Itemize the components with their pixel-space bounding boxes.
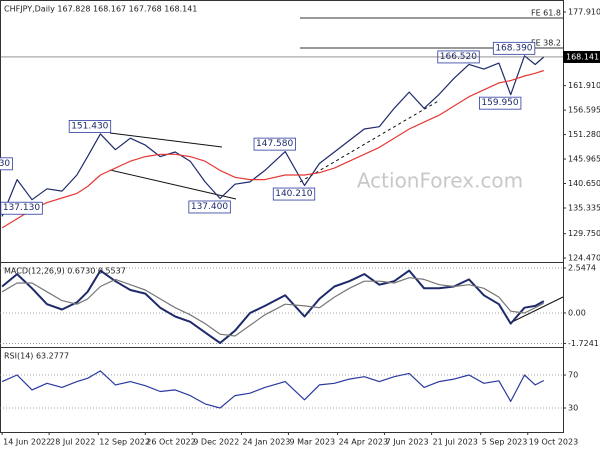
annotation: 147.580: [253, 137, 296, 151]
x-tick-label: 24 Apr 2023: [339, 438, 388, 447]
y-tick-label: 151.280: [568, 130, 600, 139]
y-tick-label: 0.00: [568, 308, 586, 317]
series-line: [1, 277, 545, 337]
annotation-label: 151.430: [71, 121, 108, 131]
x-tick-label: 9 Mar 2023: [289, 438, 335, 447]
x-tick-label: 26 Oct 2022: [146, 438, 195, 447]
y-tick-label: 135.335: [568, 203, 600, 212]
x-tick-label: 5 Sep 2023: [482, 438, 528, 447]
panel-title: MACD(12,26,9) 0.6730 0.5537: [4, 267, 126, 276]
x-tick-label: 21 Jul 2023: [433, 438, 478, 447]
annotation: 168.390: [492, 41, 536, 55]
annotation-label: 159.950: [481, 98, 518, 108]
y-tick-label: 177.910: [568, 8, 600, 17]
annotation: 151.430: [68, 119, 112, 133]
panel-title: RSI(14) 63.2777: [4, 352, 69, 361]
annotation: 30: [0, 157, 13, 171]
annotation-box: [272, 187, 316, 201]
x-tick-label: 9 Dec 2022: [193, 438, 239, 447]
macd-trend-line: [511, 296, 564, 323]
x-tick-label: 28 Jul 2022: [50, 438, 95, 447]
series-line: [1, 55, 545, 217]
y-tick-label: 124.470: [568, 253, 600, 262]
annotation: 159.950: [479, 96, 522, 110]
x-tick-label: 12 Sep 2022: [99, 438, 150, 447]
y-tick-label: 30: [568, 404, 578, 413]
watermark: ActionForex.com: [357, 169, 523, 193]
annotation-box: [479, 96, 522, 110]
y-tick-label: 129.750: [568, 229, 600, 238]
last-price-box: [563, 50, 600, 63]
annotation: 140.210: [272, 187, 316, 201]
annotation-label: 30: [0, 159, 10, 169]
last-price-label: 168.141: [566, 52, 599, 61]
annotation-box: [68, 119, 112, 133]
annotation-box: [0, 157, 13, 171]
channel-lines: [109, 99, 564, 323]
panel-title: CHFJPY,Daily 167.828 168.167 167.768 168…: [4, 5, 197, 14]
y-tick-label: 140.650: [568, 179, 600, 188]
annotation: 137.130: [0, 201, 43, 215]
annotation-label: 168.390: [495, 43, 532, 53]
y-tick-label: 161.910: [568, 81, 600, 90]
y-tick-label: -1.7241: [568, 339, 599, 348]
x-tick-label: 7 Jun 2023: [386, 438, 429, 447]
y-tick-label: 145.965: [568, 155, 600, 164]
annotation-box: [492, 41, 536, 55]
annotation-label: 147.580: [256, 139, 293, 149]
annotation-box: [253, 137, 296, 151]
annotation-box: [188, 200, 231, 214]
x-tick-label: 24 Jan 2023: [242, 438, 290, 447]
annotation-box: [0, 201, 43, 215]
panel-frame: [0, 347, 564, 433]
series-line: [1, 370, 545, 409]
series-line: [1, 69, 544, 229]
annotation: 137.400: [188, 200, 231, 214]
x-tick-label: 14 Jun 2022: [3, 438, 51, 447]
x-tick-label: 19 Oct 2023: [529, 438, 578, 447]
channel-upper: [109, 132, 223, 148]
y-tick-label: 2.5474: [568, 263, 596, 272]
fe-label: FE 38.2: [531, 38, 561, 47]
y-tick-label: 70: [568, 371, 578, 380]
channel-lower: [109, 169, 237, 200]
series-line: [1, 269, 545, 344]
annotation-label: 137.400: [191, 202, 228, 212]
y-tick-label: 156.595: [568, 106, 600, 115]
annotation-label: 140.210: [275, 189, 312, 199]
fe-label: FE 61.8: [531, 9, 561, 18]
annotation-label: 137.130: [3, 203, 40, 213]
